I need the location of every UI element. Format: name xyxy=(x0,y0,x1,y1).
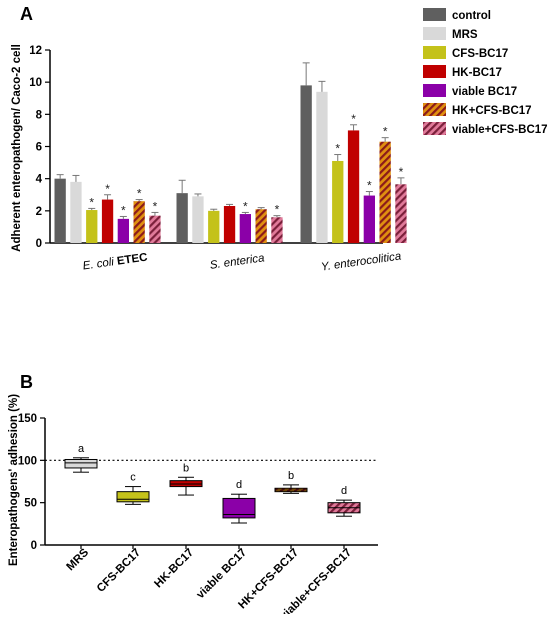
group-letter: c xyxy=(130,472,136,484)
panel-b: B Enteropathogens' adhesion (%) 0 50 100 15… xyxy=(8,372,378,619)
legend-swatch xyxy=(423,65,446,78)
y-tick-label: 150 xyxy=(18,413,37,425)
category-label: E. coli ETEC xyxy=(82,252,148,273)
legend-label: viable+CFS-BC17 xyxy=(452,124,548,136)
x-tick-label: viable BC17 xyxy=(195,547,250,602)
box xyxy=(222,497,256,519)
significance-mark: * xyxy=(153,199,158,213)
bar xyxy=(223,206,236,243)
legend-label: MRS xyxy=(452,29,478,41)
panel-b-label: B xyxy=(20,372,33,392)
legend-swatch xyxy=(423,103,446,116)
panel-b-y-axis-label: Enteropathogens' adhesion (%) xyxy=(8,394,20,566)
category-label: Y. enterocolitica xyxy=(320,250,402,273)
y-tick-label: 2 xyxy=(36,206,42,218)
bar xyxy=(208,210,220,243)
x-tick-label: CFS-BC17 xyxy=(95,547,143,595)
legend-label: viable BC17 xyxy=(452,86,517,98)
significance-mark: * xyxy=(383,125,388,139)
y-tick-label: 0 xyxy=(36,238,42,250)
group-letter: d xyxy=(236,479,242,491)
group-letter: d xyxy=(341,485,347,497)
significance-mark: * xyxy=(335,142,340,156)
bar xyxy=(300,85,312,243)
bar xyxy=(70,181,82,243)
legend-swatch xyxy=(423,46,446,59)
legend-swatch xyxy=(423,84,446,97)
significance-mark: * xyxy=(137,187,142,201)
bar xyxy=(117,218,129,243)
bar xyxy=(255,209,267,243)
bar xyxy=(379,141,391,243)
bar xyxy=(332,160,344,243)
panel-b-plot: 0 50 100 150 a MRS c CFS-BC17 b HK-BC17 d viable BC… xyxy=(18,413,378,619)
bar xyxy=(54,178,66,243)
box xyxy=(116,491,150,503)
significance-mark: * xyxy=(275,203,280,217)
panel-a-plot: 0 2 4 6 8 10 12 * * * * * * * * * * * * E. coli ETEC S. ente… xyxy=(29,45,407,274)
legend-label: HK+CFS-BC17 xyxy=(452,105,532,117)
bar xyxy=(192,196,204,243)
bar xyxy=(101,199,114,243)
panel-a-label: A xyxy=(20,4,33,24)
bar xyxy=(271,217,283,243)
y-tick-label: 12 xyxy=(29,45,42,57)
legend: control MRS CFS-BC17 HK-BC17 viable BC17 HK+C… xyxy=(423,8,548,136)
y-tick-label: 100 xyxy=(18,455,37,467)
x-tick-label: HK-BC17 xyxy=(152,547,196,591)
y-tick-label: 10 xyxy=(29,77,42,89)
category-label: S. enterica xyxy=(209,252,265,272)
group-letter: b xyxy=(288,470,294,482)
bar xyxy=(86,210,98,243)
bar xyxy=(176,193,188,243)
legend-swatch xyxy=(423,122,446,135)
y-tick-label: 6 xyxy=(36,142,42,154)
significance-mark: * xyxy=(105,182,110,196)
group-letter: a xyxy=(78,443,85,455)
group-letter: b xyxy=(183,462,189,474)
bar xyxy=(316,91,328,243)
bar xyxy=(133,201,145,243)
panel-a: A Adherent enteropathogen/ Caco-2 cell 0… xyxy=(11,4,548,274)
legend-label: HK-BC17 xyxy=(452,67,502,79)
y-tick-label: 4 xyxy=(36,174,43,186)
significance-mark: * xyxy=(243,199,248,213)
box xyxy=(64,458,98,469)
bar xyxy=(395,184,407,243)
significance-mark: * xyxy=(121,203,126,217)
x-tick-label: MRS xyxy=(65,546,92,573)
panel-a-y-axis-label: Adherent enteropathogen/ Caco-2 cell xyxy=(11,44,23,252)
significance-mark: * xyxy=(399,165,404,179)
y-tick-label: 0 xyxy=(31,540,37,552)
significance-mark: * xyxy=(367,179,372,193)
legend-label: CFS-BC17 xyxy=(452,48,508,60)
y-tick-label: 8 xyxy=(36,109,43,121)
legend-swatch xyxy=(423,8,446,21)
legend-label: control xyxy=(452,10,491,22)
bar xyxy=(347,130,360,243)
y-tick-label: 50 xyxy=(24,498,37,510)
bar xyxy=(149,215,161,243)
legend-swatch xyxy=(423,27,446,40)
significance-mark: * xyxy=(89,195,94,209)
bar xyxy=(363,195,375,243)
significance-mark: * xyxy=(351,112,356,126)
bar xyxy=(239,214,251,243)
